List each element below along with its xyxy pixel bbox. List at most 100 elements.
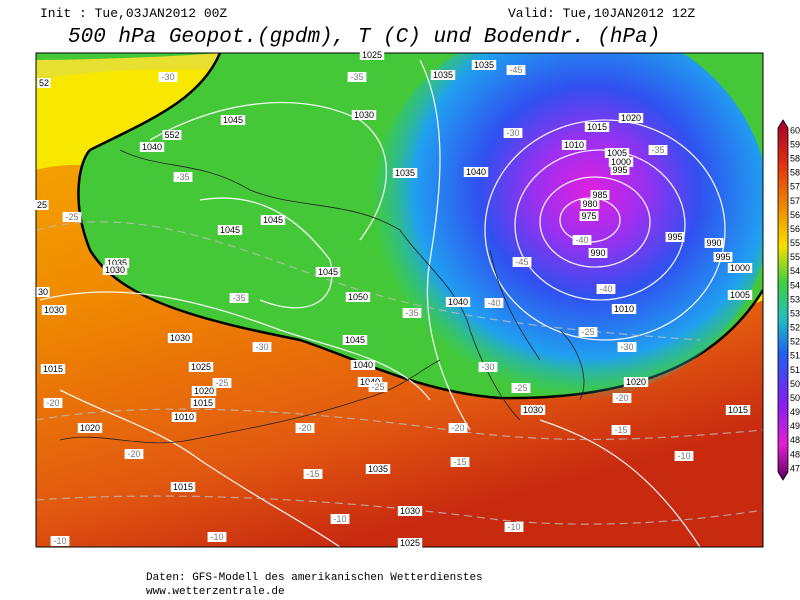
label-box — [617, 342, 637, 352]
contour-label: -35 — [651, 145, 664, 155]
label-box — [520, 405, 546, 415]
label-box — [167, 333, 193, 343]
contour-label: 1030 — [354, 110, 374, 120]
contour-label: 52 — [39, 78, 49, 88]
contour-label: 1000 — [611, 157, 631, 167]
contour-label: 1030 — [105, 265, 125, 275]
label-box — [402, 308, 422, 318]
contour-label: 1015 — [193, 398, 213, 408]
label-box — [611, 425, 631, 435]
label-box — [37, 78, 51, 88]
contour-label: 1040 — [353, 360, 373, 370]
label-box — [220, 115, 246, 125]
label-box — [478, 362, 498, 372]
colorbar-label: 58 — [790, 154, 800, 164]
label-box — [359, 50, 385, 60]
contour-label: 1015 — [728, 405, 748, 415]
contour-label: -20 — [298, 423, 311, 433]
label-box — [611, 304, 637, 314]
label-box — [315, 267, 341, 277]
colorbar-label: 53 — [790, 294, 800, 304]
label-box — [503, 128, 523, 138]
contour-label: -25 — [65, 212, 78, 222]
contour-label: 980 — [582, 199, 597, 209]
contour-label: 995 — [715, 252, 730, 262]
contour-label: 1040 — [466, 167, 486, 177]
contour-label: -35 — [232, 293, 245, 303]
contour-label: 1025 — [362, 50, 382, 60]
label-box — [623, 377, 649, 387]
init-time: Init : Tue,03JAN2012 00Z — [40, 6, 227, 21]
contour-label: 552 — [164, 130, 179, 140]
contour-label: -20 — [615, 393, 628, 403]
colorbar-label: 55 — [790, 238, 800, 248]
contour-label: -25 — [215, 378, 228, 388]
colorbar-label: 52 — [790, 337, 800, 347]
label-box — [40, 364, 66, 374]
contour-label: 1045 — [318, 267, 338, 277]
colorbar-label: 47 — [790, 463, 800, 473]
label-box — [584, 122, 610, 132]
contour-label: -45 — [509, 65, 522, 75]
contour-label: 1040 — [360, 377, 380, 387]
contour-label: -30 — [506, 128, 519, 138]
contour-label: 1020 — [621, 113, 641, 123]
label-box — [618, 113, 644, 123]
label-box — [504, 522, 524, 532]
contour-label: 990 — [590, 248, 605, 258]
contour-label: 1035 — [107, 258, 127, 268]
colorbar-label: 56 — [790, 224, 800, 234]
contour-label: 1010 — [614, 304, 634, 314]
contour-label: 1035 — [395, 168, 415, 178]
source-url: www.wetterzentrale.de — [146, 586, 285, 598]
contour-label: -15 — [453, 457, 466, 467]
label-box — [727, 290, 753, 300]
label-box — [608, 157, 634, 167]
contour-label: -20 — [46, 398, 59, 408]
label-box — [207, 532, 227, 542]
contour-label: 1045 — [263, 215, 283, 225]
colorbar-label: 50 — [790, 379, 800, 389]
contour-label: 1015 — [173, 482, 193, 492]
contour-label: 1025 — [400, 538, 420, 548]
label-box — [590, 190, 610, 200]
contour-label: -25 — [371, 382, 384, 392]
colorbar-label: 49 — [790, 421, 800, 431]
contour-label: 1015 — [43, 364, 63, 374]
contour-label: 1030 — [400, 506, 420, 516]
label-box — [124, 449, 144, 459]
contour-label: 1020 — [80, 423, 100, 433]
label-box — [158, 72, 178, 82]
contour-label: -45 — [515, 257, 528, 267]
label-box — [610, 165, 630, 175]
contour-label: 995 — [667, 232, 682, 242]
label-box — [347, 72, 367, 82]
label-box — [104, 258, 130, 268]
contour-label: -20 — [127, 449, 140, 459]
label-box — [648, 145, 668, 155]
label-box — [170, 482, 196, 492]
label-box — [397, 538, 423, 548]
label-box — [162, 130, 182, 140]
label-box — [139, 142, 165, 152]
contour-label: -35 — [405, 308, 418, 318]
contour-label: -35 — [350, 72, 363, 82]
contour-label: 1050 — [348, 292, 368, 302]
label-box — [727, 263, 753, 273]
label-box — [397, 506, 423, 516]
label-box — [580, 199, 600, 209]
contour-label: -10 — [333, 514, 346, 524]
contour-label: -10 — [507, 522, 520, 532]
contour-label: 1005 — [730, 290, 750, 300]
contour-label: 1015 — [587, 122, 607, 132]
label-box — [62, 212, 82, 222]
label-box — [713, 252, 733, 262]
colorbar-label: 58 — [790, 168, 800, 178]
label-box — [674, 451, 694, 461]
colorbar-label: 56 — [790, 210, 800, 220]
contour-label: 985 — [592, 190, 607, 200]
contour-label: -25 — [581, 327, 594, 337]
contour-label: 1000 — [730, 263, 750, 273]
